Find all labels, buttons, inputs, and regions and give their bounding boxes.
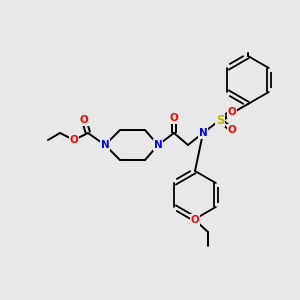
Text: O: O bbox=[169, 113, 178, 123]
Text: O: O bbox=[70, 135, 78, 145]
Text: O: O bbox=[228, 107, 236, 117]
Text: O: O bbox=[80, 115, 88, 125]
Text: O: O bbox=[228, 125, 236, 135]
Text: N: N bbox=[199, 128, 207, 138]
Text: N: N bbox=[154, 140, 162, 150]
Text: O: O bbox=[190, 215, 200, 225]
Text: S: S bbox=[216, 113, 224, 127]
Text: N: N bbox=[100, 140, 109, 150]
